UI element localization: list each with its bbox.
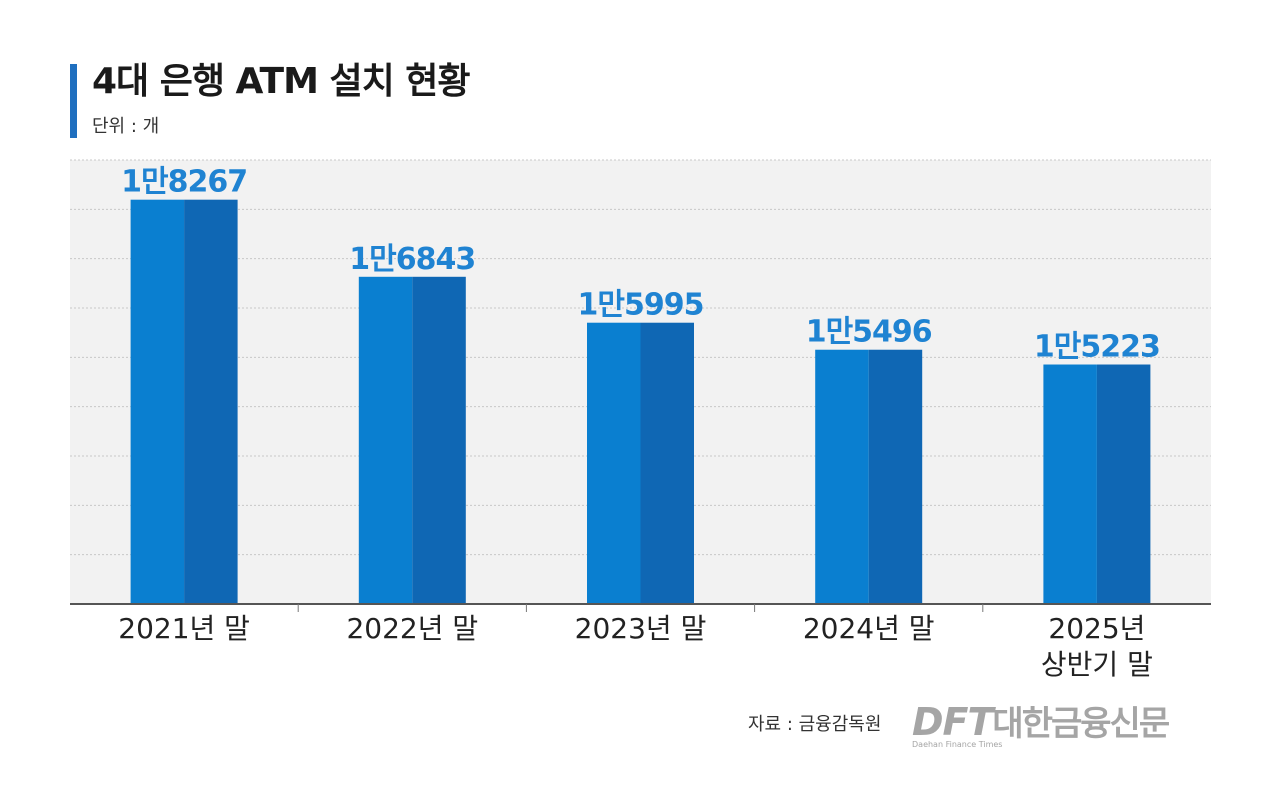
- bar-4: [815, 349, 923, 604]
- x-tick-label-4: 2024년 말: [802, 612, 935, 645]
- bar-right-face: [1096, 364, 1151, 604]
- logo-ko: 대한금융신문: [992, 704, 1170, 744]
- x-tick-label-1: 2021년 말: [118, 612, 250, 645]
- bar-left-face: [815, 349, 869, 604]
- bar-left-face: [587, 322, 641, 604]
- publisher-logo: DFT대한금융신문 Daehan Finance Times: [912, 700, 1170, 749]
- unit-label: 단위 : 개: [92, 116, 160, 137]
- data-label-1: 1만8267: [121, 165, 247, 200]
- source-note: 자료 : 금융감독원: [748, 714, 882, 735]
- x-tick-label-5-line-1: 2025년: [1048, 612, 1146, 645]
- bar-right-face: [868, 349, 923, 604]
- data-label-5: 1만5223: [1034, 330, 1160, 365]
- x-tick-label-3: 2023년 말: [574, 612, 707, 645]
- title-accent-bar: [70, 64, 77, 138]
- bar-right-face: [640, 322, 694, 604]
- bar-right-face: [184, 199, 238, 604]
- x-tick-label-5-line-2: 상반기 말: [1040, 648, 1153, 681]
- data-label-2: 1만6843: [349, 242, 475, 277]
- data-label-4: 1만5496: [806, 315, 932, 350]
- bar-left-face: [130, 199, 185, 604]
- bar-1: [130, 199, 238, 604]
- data-label-3: 1만5995: [578, 288, 704, 323]
- bar-left-face: [1043, 364, 1097, 604]
- bar-left-face: [358, 276, 413, 604]
- x-tick-label-2: 2022년 말: [346, 612, 479, 645]
- bar-2: [358, 276, 466, 604]
- bar-5: [1043, 364, 1151, 604]
- bar-3: [587, 322, 694, 604]
- bar-right-face: [412, 276, 466, 604]
- chart-title: 4대 은행 ATM 설치 현황: [92, 61, 470, 102]
- logo-subtitle: Daehan Finance Times: [912, 740, 1003, 749]
- logo-en: DFT: [912, 700, 993, 744]
